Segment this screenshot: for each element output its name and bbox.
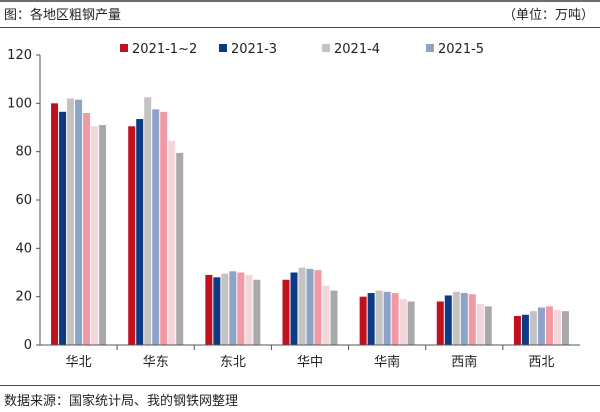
legend-swatch (219, 44, 227, 52)
bar-3-4 (314, 270, 322, 345)
bar-6-5 (553, 309, 561, 345)
x-category-label: 华中 (297, 355, 323, 370)
legend: 2021-1~2 2021-3 2021-4 2021-5 (120, 42, 484, 57)
y-tick-label: 100 (7, 96, 32, 111)
bar-2-0 (205, 274, 213, 345)
bar-6-3 (537, 307, 545, 345)
bar-1-1 (136, 119, 144, 345)
y-tick-label: 80 (15, 145, 32, 160)
bar-6-6 (561, 311, 569, 345)
x-category-label: 西南 (451, 354, 477, 370)
legend-swatch (120, 44, 128, 52)
bar-1-5 (168, 140, 176, 345)
chart-title: 图：各地区粗钢产量 (4, 8, 122, 23)
bar-3-0 (282, 279, 290, 345)
x-category-label: 华北 (66, 355, 92, 370)
bar-0-3 (75, 99, 83, 346)
bar-1-0 (128, 126, 136, 345)
bar-2-4 (237, 272, 245, 345)
legend-label: 2021-5 (438, 42, 484, 57)
bar-5-0 (436, 301, 444, 345)
y-tick-label: 0 (24, 338, 32, 353)
bar-1-4 (160, 111, 168, 345)
bar-6-1 (521, 314, 529, 345)
bar-0-0 (51, 103, 59, 345)
bar-3-2 (298, 267, 306, 345)
legend-swatch (426, 44, 434, 52)
bar-3-5 (322, 285, 330, 345)
bar-4-6 (407, 301, 415, 345)
bar-5-3 (460, 293, 468, 345)
bar-5-6 (484, 306, 492, 345)
bar-6-0 (513, 316, 521, 345)
x-category-label: 东北 (220, 355, 246, 370)
legend-label: 2021-1~2 (132, 42, 197, 57)
y-tick-label: 60 (15, 193, 32, 208)
bar-2-3 (229, 271, 237, 345)
bar-3-6 (330, 290, 338, 346)
bar-2-6 (253, 279, 261, 345)
unit-label: （单位：万吨） (502, 8, 594, 23)
bar-2-1 (213, 277, 221, 345)
bar-4-3 (383, 291, 391, 345)
bar-5-4 (468, 294, 476, 345)
bar-0-4 (83, 113, 91, 345)
bar-4-2 (375, 290, 383, 346)
bar-6-2 (529, 311, 537, 345)
bar-2-2 (221, 273, 229, 345)
bar-5-2 (452, 291, 460, 345)
bar-0-5 (91, 126, 99, 345)
bar-0-6 (99, 125, 107, 345)
bar-5-5 (476, 303, 484, 345)
x-category-label: 西北 (528, 355, 554, 370)
x-category-label: 华东 (143, 355, 169, 370)
bar-1-6 (176, 152, 184, 346)
bar-3-1 (290, 272, 298, 345)
bar-4-5 (399, 299, 407, 345)
bar-0-2 (67, 98, 75, 345)
top-rule (0, 0, 600, 2)
y-tick-label: 20 (15, 290, 32, 305)
bar-4-0 (359, 296, 367, 345)
source-note: 数据来源：国家统计局、我的钢铁网整理 (4, 394, 239, 409)
legend-label: 2021-3 (231, 42, 277, 57)
y-tick-label: 40 (15, 241, 32, 256)
bar-4-1 (367, 293, 375, 345)
bar-1-3 (152, 109, 160, 346)
legend-swatch (322, 44, 330, 52)
bar-1-2 (144, 97, 152, 345)
y-tick-label: 120 (7, 48, 32, 63)
bar-5-1 (444, 295, 452, 345)
bars (51, 97, 569, 346)
header-separator (0, 27, 600, 28)
y-axis: 0 20 40 60 80 100 120 (7, 48, 41, 353)
bar-4-4 (391, 293, 399, 345)
footer-separator (0, 385, 600, 386)
bar-3-3 (306, 268, 314, 346)
legend-label: 2021-4 (334, 42, 380, 57)
bar-2-5 (245, 274, 253, 345)
x-category-label: 华南 (374, 354, 400, 370)
bar-0-1 (59, 111, 67, 345)
bar-6-4 (545, 306, 553, 345)
x-axis: 华北 华东 东北 华中 华南 西南 西北 (40, 344, 580, 370)
